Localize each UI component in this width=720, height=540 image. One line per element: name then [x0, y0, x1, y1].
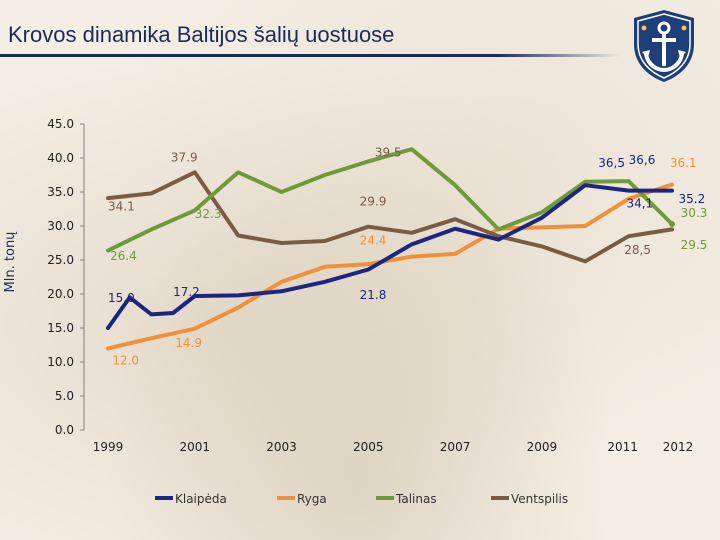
data-label: 37.9 [171, 150, 198, 164]
chart-legend: Klaipėda Ryga Talinas Ventspilis [155, 492, 568, 506]
x-tick-label: 2005 [353, 440, 384, 454]
data-label: 21.8 [360, 288, 387, 302]
y-tick-label: 20.0 [47, 287, 74, 301]
data-label: 17.2 [173, 285, 200, 299]
data-label: 39.5 [375, 146, 402, 160]
anchor-emblem-icon [634, 10, 694, 82]
y-tick-label: 0.0 [55, 423, 74, 437]
chart-axes: 0.0 5.0 10.0 15.0 20.0 25.0 30.0 35.0 40.0 45.0 19… [47, 117, 693, 454]
legend-label-klaipeda: Klaipėda [175, 492, 227, 506]
data-label: 15.0 [108, 291, 135, 305]
legend-label-ryga: Ryga [297, 492, 327, 506]
legend-label-talinas: Talinas [395, 492, 437, 506]
x-tick-label: 2009 [527, 440, 558, 454]
series-end-marker-talinas [669, 220, 675, 227]
data-label: 30.3 [681, 206, 708, 220]
y-tick-label: 10.0 [47, 355, 74, 369]
data-annotations: 39.5 37.9 36,5 36,6 36.1 35.2 34.1 32.3 29.9 34,1… [108, 146, 707, 368]
data-label: 32.3 [195, 207, 222, 221]
y-tick-label: 25.0 [47, 253, 74, 267]
data-label: 36,5 [598, 156, 625, 170]
data-label: 14.9 [175, 336, 202, 350]
x-tick-label: 2011 [607, 440, 638, 454]
series-line-talinas [106, 147, 674, 253]
y-tick-label: 40.0 [47, 151, 74, 165]
data-label: 36,6 [629, 153, 656, 167]
y-tick-label: 15.0 [47, 321, 74, 335]
data-label: 29.5 [681, 238, 708, 252]
x-tick-label: 1999 [93, 440, 124, 454]
series-line-klaipeda [106, 183, 674, 330]
y-tick-label: 35.0 [47, 185, 74, 199]
x-tick-label: 2007 [440, 440, 471, 454]
x-tick-label: 2003 [266, 440, 297, 454]
y-tick-label: 45.0 [47, 117, 74, 131]
page-title: Krovos dinamika Baltijos šalių uostuose [8, 22, 395, 47]
y-tick-label: 30.0 [47, 219, 74, 233]
legend-label-ventspilis: Ventspilis [511, 492, 568, 506]
data-label: 34,1 [626, 197, 653, 211]
data-label: 35.2 [679, 192, 706, 206]
data-label: 26.4 [110, 249, 137, 263]
data-label: 36.1 [670, 156, 697, 170]
data-label: 12.0 [112, 354, 139, 368]
x-tick-label: 2012 [663, 440, 694, 454]
series-line-ventspilis [106, 170, 674, 264]
data-label: 24.4 [360, 233, 387, 247]
series-lines [106, 147, 675, 351]
data-label: 29.9 [360, 195, 387, 209]
series-line-ryga [106, 182, 674, 351]
x-tick-label: 2001 [179, 440, 210, 454]
data-label: 28,5 [624, 243, 651, 257]
data-label: 34.1 [108, 199, 135, 213]
y-axis-label: Mln. tonų [3, 232, 18, 293]
title-underline [0, 54, 620, 57]
y-tick-label: 5.0 [55, 389, 74, 403]
